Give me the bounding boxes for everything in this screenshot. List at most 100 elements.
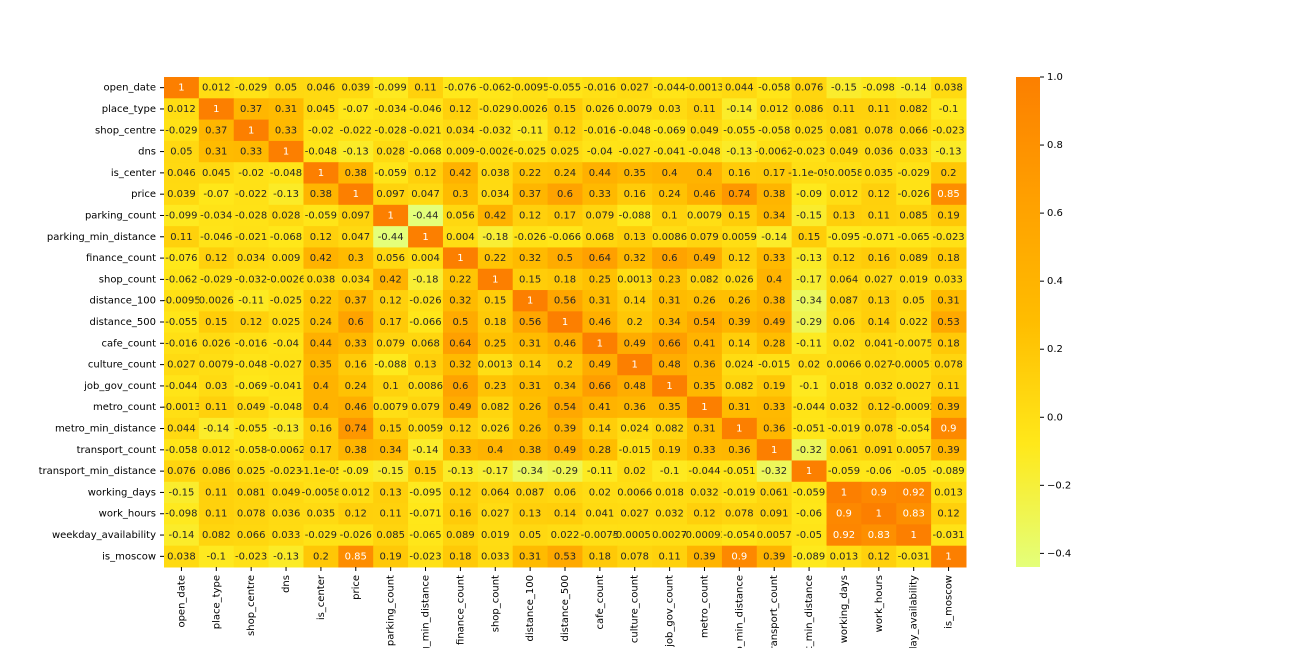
cell-label: 0.34: [658, 317, 680, 328]
cell-label: -0.015: [758, 360, 790, 371]
cell-label: 0.39: [763, 551, 785, 562]
cell-label: 0.54: [554, 402, 576, 413]
heatmap-cell: [826, 204, 862, 227]
cell-label: 0.0013: [478, 360, 513, 371]
heatmap-cell: [547, 183, 583, 206]
heatmap-cell: [477, 247, 514, 270]
cell-label: -0.0026: [476, 147, 515, 158]
cell-label: -0.025: [270, 296, 302, 307]
cell-label: 1: [806, 466, 812, 477]
cell-label: 0.17: [380, 317, 402, 328]
cell-label: 1: [911, 530, 917, 541]
heatmap-cell: [652, 204, 688, 227]
cell-label: -0.026: [898, 189, 930, 200]
heatmap-cell: [268, 460, 304, 483]
cell-label: 0.0026: [513, 104, 548, 115]
heatmap-cell: [896, 247, 932, 270]
cell-label: -0.17: [482, 466, 508, 477]
heatmap-cell: [442, 204, 479, 227]
heatmap-cell: [512, 460, 549, 483]
heatmap-cell: [826, 119, 862, 142]
heatmap-cell: [408, 353, 444, 376]
heatmap-cell: [512, 396, 549, 419]
heatmap-cell: [338, 460, 374, 483]
y-tick-label: parking_min_distance: [47, 232, 156, 243]
cell-label: 0.17: [763, 168, 785, 179]
x-tick-label: job_gov_count: [665, 575, 676, 648]
heatmap-cell: [861, 545, 897, 568]
cell-label: 0.28: [763, 338, 785, 349]
cell-label: 0.31: [728, 402, 750, 413]
heatmap-cell: [687, 204, 723, 227]
cell-label: 0.83: [868, 530, 890, 541]
heatmap-cell: [931, 98, 967, 121]
cell-label: -0.05: [901, 466, 927, 477]
cell-label: -0.027: [270, 360, 302, 371]
cell-label: 0.4: [662, 168, 678, 179]
heatmap-cell: [198, 311, 235, 334]
cell-label: 0.12: [868, 402, 890, 413]
heatmap-cell: [931, 162, 967, 185]
cell-label: 1: [527, 296, 533, 307]
cell-label: 0.24: [658, 189, 680, 200]
y-tick-label: place_type: [102, 104, 156, 115]
x-tick-label: is_center: [316, 574, 327, 620]
heatmap-cell: [303, 524, 339, 547]
x-tick-label: metro_count: [699, 575, 710, 638]
heatmap-cell: [687, 332, 723, 355]
cell-label: 0.013: [934, 487, 963, 498]
cell-label: 0.33: [275, 125, 297, 136]
heatmap-cell: [826, 247, 862, 270]
heatmap-cell: [861, 439, 897, 461]
cell-label: 0.15: [205, 317, 227, 328]
heatmap-cell: [582, 226, 618, 248]
cell-label: 0.034: [481, 189, 510, 200]
cell-label: -0.089: [932, 466, 964, 477]
heatmap-cell: [303, 77, 339, 99]
cell-label: 0.6: [452, 381, 468, 392]
cell-label: 0.16: [868, 253, 890, 264]
y-tick-label: transport_min_distance: [39, 466, 156, 477]
cell-label: 0.11: [833, 104, 855, 115]
cell-label: 0.34: [380, 445, 402, 456]
cell-label: 0.05: [275, 83, 297, 94]
heatmap-cell: [303, 247, 339, 270]
cell-label: 0.086: [795, 104, 824, 115]
cell-label: 0.025: [237, 466, 266, 477]
cell-label: -0.1: [799, 381, 819, 392]
cell-label: -0.0013: [162, 402, 201, 413]
cell-label: 0.12: [519, 210, 541, 221]
cell-label: 0.013: [830, 551, 859, 562]
cell-label: -0.095: [409, 487, 441, 498]
cell-label: 0.085: [376, 530, 405, 541]
cell-label: 0.22: [519, 168, 541, 179]
cell-label: 0.0027: [896, 381, 931, 392]
cell-label: 1: [387, 210, 393, 221]
cell-label: 0.41: [589, 402, 611, 413]
cell-label: 0.32: [624, 253, 646, 264]
heatmap-cell: [512, 290, 549, 312]
heatmap-cell: [826, 77, 862, 99]
heatmap-cell: [687, 226, 723, 248]
heatmap-cell: [791, 503, 828, 525]
cell-label: -0.0013: [685, 83, 724, 94]
cell-label: 0.032: [830, 402, 859, 413]
cell-label: -0.048: [270, 402, 302, 413]
heatmap-cell: [721, 77, 758, 99]
cell-label: -0.098: [165, 509, 197, 520]
heatmap-cell: [268, 353, 304, 376]
heatmap-cell: [408, 247, 444, 270]
cell-label: -0.068: [409, 147, 441, 158]
heatmap-cell: [931, 204, 967, 227]
heatmap-cell: [233, 226, 270, 248]
cell-label: -0.026: [340, 530, 372, 541]
heatmap-cell: [582, 268, 618, 291]
heatmap-cell: [756, 545, 793, 568]
heatmap-cell: [547, 290, 583, 312]
cell-label: 1: [597, 338, 603, 349]
heatmap-cell: [861, 119, 897, 142]
heatmap-cell: [268, 375, 304, 398]
heatmap-cell: [233, 140, 270, 163]
y-tick-label: dns: [138, 147, 156, 158]
cell-label: 0.11: [937, 381, 959, 392]
